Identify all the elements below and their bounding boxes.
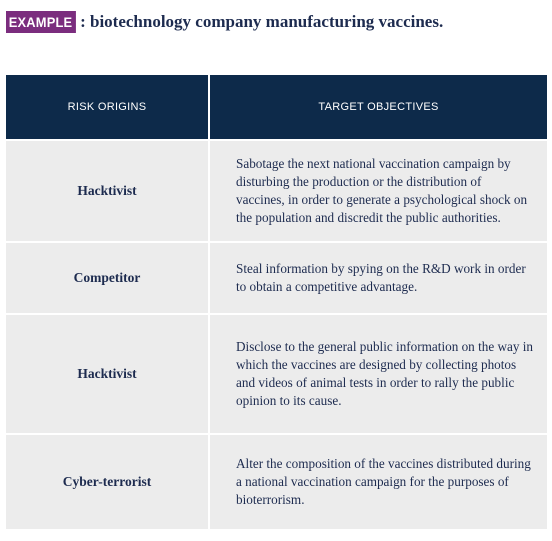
target-objective-cell: Alter the composition of the vaccines di… (210, 433, 547, 529)
example-badge: EXAMPLE (6, 11, 76, 33)
example-heading: EXAMPLE : biotechnology company manufact… (6, 11, 443, 33)
risk-origin-cell: Hacktivist (6, 139, 210, 241)
risk-origin-cell: Hacktivist (6, 313, 210, 433)
header-risk-origins: RISK ORIGINS (6, 75, 210, 139)
risk-origin-cell: Competitor (6, 241, 210, 313)
header-target-objectives: TARGET OBJECTIVES (210, 75, 547, 139)
target-objective-cell: Steal information by spying on the R&D w… (210, 241, 547, 313)
heading-title: : biotechnology company manufacturing va… (80, 12, 444, 31)
target-objective-cell: Disclose to the general public informati… (210, 313, 547, 433)
table-row: Competitor Steal information by spying o… (6, 241, 547, 313)
risk-table: RISK ORIGINS TARGET OBJECTIVES Hacktivis… (6, 75, 547, 529)
risk-origin-cell: Cyber-terrorist (6, 433, 210, 529)
table-row: Cyber-terrorist Alter the composition of… (6, 433, 547, 529)
table-row: Hacktivist Disclose to the general publi… (6, 313, 547, 433)
table-header-row: RISK ORIGINS TARGET OBJECTIVES (6, 75, 547, 139)
table-row: Hacktivist Sabotage the next national va… (6, 139, 547, 241)
target-objective-cell: Sabotage the next national vaccination c… (210, 139, 547, 241)
